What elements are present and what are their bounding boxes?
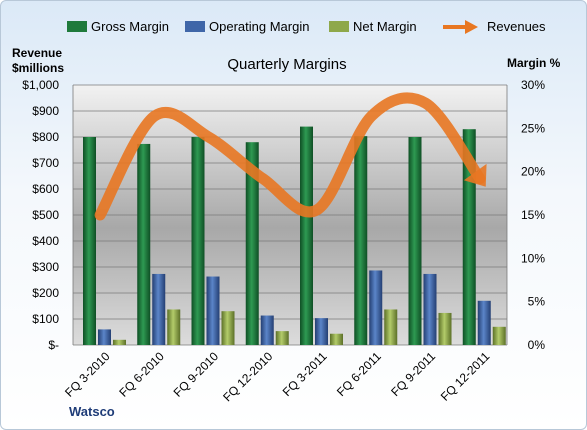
bar-net-margin	[438, 312, 452, 345]
x-tick-label: FQ 6-2011	[334, 349, 384, 399]
bar-operating-margin	[98, 329, 111, 345]
right-tick-label: 20%	[521, 165, 545, 179]
bar-gross-margin	[462, 129, 476, 345]
legend-swatch-revenues	[443, 20, 478, 34]
bar-gross-margin	[354, 136, 368, 345]
left-axis-ticks: $- $100 $200 $300 $400 $500 $600 $700 $800 $900 $1…	[22, 78, 59, 352]
revenue-arrowhead	[463, 163, 487, 187]
left-tick-label: $1,000	[22, 78, 59, 92]
x-tick-label: FQ 12-2011	[438, 349, 493, 404]
right-tick-label: 5%	[528, 295, 546, 309]
x-tick-label: FQ 9-2011	[388, 349, 438, 399]
bar-gross-margin	[300, 126, 313, 345]
x-tick-label: FQ 9-2010	[171, 349, 222, 400]
right-tick-label: 25%	[521, 121, 545, 135]
legend-label-gross-margin: Gross Margin	[91, 19, 169, 34]
left-tick-label: $600	[32, 182, 59, 196]
bar-gross-margin	[83, 137, 96, 345]
revenue-line	[94, 92, 486, 221]
company-label: Watsco	[69, 404, 115, 419]
legend-swatch-gross-margin	[67, 21, 87, 32]
legend: Gross Margin Operating Margin Net Margin…	[67, 19, 546, 34]
right-tick-label: 10%	[521, 251, 545, 265]
bar-net-margin	[384, 309, 398, 345]
bar-gross-margin	[191, 137, 205, 345]
left-tick-label: $800	[32, 130, 59, 144]
bar-operating-margin	[369, 270, 383, 345]
left-tick-label: $700	[32, 156, 59, 170]
bar-operating-margin	[423, 273, 437, 345]
right-tick-label: 30%	[521, 78, 545, 92]
x-tick-label: FQ 12-2010	[220, 349, 275, 404]
left-axis-title-line2: $millions	[12, 61, 64, 75]
right-tick-label: 0%	[528, 338, 546, 352]
bar-net-margin	[330, 333, 343, 345]
x-axis-ticks: FQ 3-2010 FQ 6-2010 FQ 9-2010 FQ 12-2010 FQ …	[62, 349, 492, 404]
x-tick-label: FQ 6-2010	[116, 349, 167, 400]
left-tick-label: $-	[48, 338, 59, 352]
legend-label-revenues: Revenues	[487, 19, 546, 34]
bar-net-margin	[275, 331, 289, 345]
left-tick-label: $900	[32, 104, 59, 118]
bar-net-margin	[113, 339, 126, 345]
right-tick-label: 15%	[521, 208, 545, 222]
bar-operating-margin	[260, 315, 274, 345]
x-tick-label: FQ 3-2010	[62, 349, 113, 400]
left-tick-label: $200	[32, 286, 59, 300]
left-tick-label: $400	[32, 234, 59, 248]
legend-label-net-margin: Net Margin	[353, 19, 417, 34]
legend-label-operating-margin: Operating Margin	[209, 19, 309, 34]
bar-gross-margin	[137, 143, 151, 345]
legend-swatch-operating-margin	[185, 21, 205, 32]
left-tick-label: $100	[32, 312, 59, 326]
bar-operating-margin	[477, 300, 491, 345]
bar-net-margin	[492, 326, 506, 345]
left-axis-title-line1: Revenue	[12, 46, 62, 60]
legend-swatch-net-margin	[329, 21, 349, 32]
left-tick-label: $500	[32, 208, 59, 222]
bar-series	[83, 126, 506, 345]
bar-gross-margin	[408, 137, 422, 345]
left-tick-label: $300	[32, 260, 59, 274]
chart-title: Quarterly Margins	[227, 56, 346, 73]
right-axis-ticks: 0% 5% 10% 15% 20% 25% 30%	[521, 78, 545, 352]
bar-net-margin	[221, 311, 235, 345]
bar-operating-margin	[315, 318, 328, 345]
x-tick-label: FQ 3-2011	[280, 349, 330, 399]
bar-operating-margin	[206, 276, 220, 345]
right-axis-title: Margin %	[507, 56, 561, 70]
bar-gross-margin	[245, 142, 259, 345]
bar-net-margin	[167, 309, 181, 345]
revenue-series	[94, 92, 487, 221]
bar-operating-margin	[152, 273, 166, 345]
